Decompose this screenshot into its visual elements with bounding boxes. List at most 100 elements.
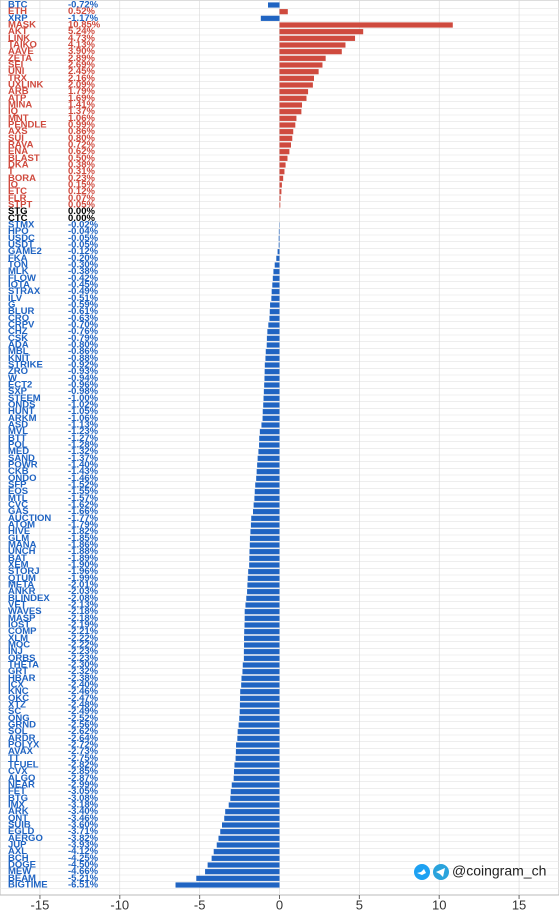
category-label: ARK: [8, 806, 29, 817]
category-label: GLM: [8, 533, 29, 544]
bar: [242, 662, 280, 668]
value-label: 0.23%: [68, 173, 95, 184]
value-label: -2.23%: [68, 653, 99, 664]
bar: [253, 502, 280, 508]
bar: [255, 482, 280, 488]
value-label: 4.13%: [68, 40, 95, 51]
bar: [260, 15, 280, 21]
category-label: BTG: [8, 793, 28, 804]
value-label: -1.52%: [68, 480, 99, 491]
category-label: UNCH: [8, 546, 36, 557]
x-tick-label: 10: [432, 897, 446, 911]
bar: [267, 329, 280, 335]
bar: [236, 742, 280, 748]
category-label: USDC: [8, 233, 35, 244]
category-label: G: [8, 300, 15, 311]
category-label: AUCTION: [8, 513, 51, 524]
category-label: NEAR: [8, 780, 35, 791]
bar: [279, 29, 364, 35]
bar: [279, 62, 323, 68]
value-label: -1.13%: [68, 420, 99, 431]
bar: [213, 849, 280, 855]
bar: [265, 355, 280, 361]
bar: [279, 149, 290, 155]
value-label: -2.62%: [68, 726, 99, 737]
bar: [233, 775, 280, 781]
category-label: ETH: [8, 6, 27, 17]
bar: [241, 675, 280, 681]
category-label: BLUR: [8, 306, 35, 317]
category-label: INJ: [8, 646, 23, 657]
bar: [225, 809, 280, 815]
value-label: 5.24%: [68, 26, 95, 37]
category-label: MEW: [8, 866, 31, 877]
bar: [241, 682, 280, 688]
bar: [224, 815, 280, 821]
category-label: SOL: [8, 726, 28, 737]
bar: [220, 829, 280, 835]
value-label: -1.89%: [68, 553, 99, 564]
bar: [276, 255, 280, 261]
bar: [268, 2, 280, 8]
value-label: 0.52%: [68, 6, 95, 17]
bar: [264, 362, 280, 368]
value-label: -0.92%: [68, 360, 99, 371]
category-label: TON: [8, 260, 28, 271]
category-label: MINA: [8, 100, 32, 111]
value-label: -1.86%: [68, 540, 99, 551]
category-label: MNT: [8, 113, 29, 124]
bar: [222, 822, 280, 828]
category-label: SAND: [8, 453, 35, 464]
category-label: SEI: [8, 60, 23, 71]
value-label: 0.15%: [68, 180, 95, 191]
value-label: -0.49%: [68, 286, 99, 297]
value-label: 0.50%: [68, 153, 95, 164]
category-label: ONDS: [8, 400, 35, 411]
bar: [278, 242, 280, 248]
bar: [175, 882, 280, 888]
value-label: -0.04%: [68, 226, 99, 237]
bar: [263, 402, 280, 408]
category-label: CSK: [8, 333, 28, 344]
category-label: POLYX: [8, 740, 40, 751]
value-label: 1.41%: [68, 100, 95, 111]
value-label: -0.72%: [68, 0, 99, 11]
value-label: -0.88%: [68, 353, 99, 364]
category-label: GRND: [8, 720, 36, 731]
bar: [257, 462, 280, 468]
bar: [279, 75, 314, 81]
value-label: -0.59%: [68, 300, 99, 311]
bar: [247, 582, 280, 588]
bar: [237, 729, 280, 735]
value-label: 0.07%: [68, 193, 95, 204]
value-label: -2.22%: [68, 633, 99, 644]
bar: [279, 195, 281, 201]
value-label: -1.06%: [68, 413, 99, 424]
category-label: JUP: [8, 840, 27, 851]
bar: [262, 415, 280, 421]
value-label: -2.73%: [68, 746, 99, 757]
value-label: -0.05%: [68, 233, 99, 244]
category-label: BLAST: [8, 153, 40, 164]
bar: [279, 82, 313, 88]
value-label: 0.99%: [68, 120, 95, 131]
category-label: MVL: [8, 426, 28, 437]
category-label: MBL: [8, 346, 29, 357]
bar: [279, 182, 282, 188]
value-label: 1.06%: [68, 113, 95, 124]
bar: [250, 522, 280, 528]
value-label: -4.12%: [68, 846, 99, 857]
bar: [230, 795, 280, 801]
x-tick-label: 0: [276, 897, 283, 911]
category-label: GRT: [8, 666, 28, 677]
bar: [254, 489, 280, 495]
bar: [270, 302, 280, 308]
bar: [259, 442, 280, 448]
x-tick-label: -10: [110, 897, 129, 911]
category-label: UNI: [8, 66, 24, 77]
bar: [239, 709, 280, 715]
value-label: -4.66%: [68, 866, 99, 877]
value-label: -0.02%: [68, 220, 99, 231]
category-label: ONDO: [8, 473, 37, 484]
